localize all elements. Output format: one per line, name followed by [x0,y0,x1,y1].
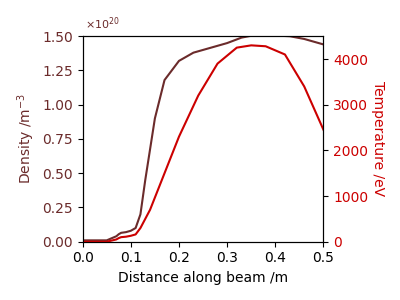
Y-axis label: Density /m$^{-3}$: Density /m$^{-3}$ [15,94,36,184]
Y-axis label: Temperature /eV: Temperature /eV [371,81,385,196]
Text: $\times10^{20}$: $\times10^{20}$ [85,16,120,32]
X-axis label: Distance along beam /m: Distance along beam /m [118,271,288,285]
